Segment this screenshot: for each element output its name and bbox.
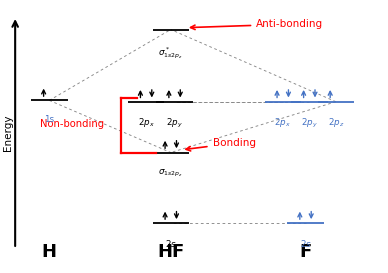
Text: 1s: 1s bbox=[44, 115, 54, 124]
Text: $2s$: $2s$ bbox=[165, 238, 177, 249]
Text: Energy: Energy bbox=[3, 114, 13, 151]
Text: Anti-bonding: Anti-bonding bbox=[191, 19, 323, 29]
Text: $2p_z$: $2p_z$ bbox=[327, 117, 344, 129]
Text: Non-bonding: Non-bonding bbox=[40, 120, 104, 129]
Text: F: F bbox=[300, 243, 312, 261]
Text: H: H bbox=[42, 243, 57, 261]
Text: HF: HF bbox=[157, 243, 184, 261]
Text: Bonding: Bonding bbox=[186, 138, 256, 151]
Text: $2p_y$: $2p_y$ bbox=[166, 117, 183, 130]
Text: $2p_x$: $2p_x$ bbox=[138, 117, 154, 129]
Text: $2p_x$: $2p_x$ bbox=[274, 117, 291, 129]
Text: $2s$: $2s$ bbox=[300, 238, 312, 249]
Text: $\sigma_{1s2p_z}$: $\sigma_{1s2p_z}$ bbox=[158, 168, 183, 179]
Text: $2p_y$: $2p_y$ bbox=[301, 117, 318, 130]
Text: $\sigma^*_{1s2p_z}$: $\sigma^*_{1s2p_z}$ bbox=[158, 46, 183, 61]
